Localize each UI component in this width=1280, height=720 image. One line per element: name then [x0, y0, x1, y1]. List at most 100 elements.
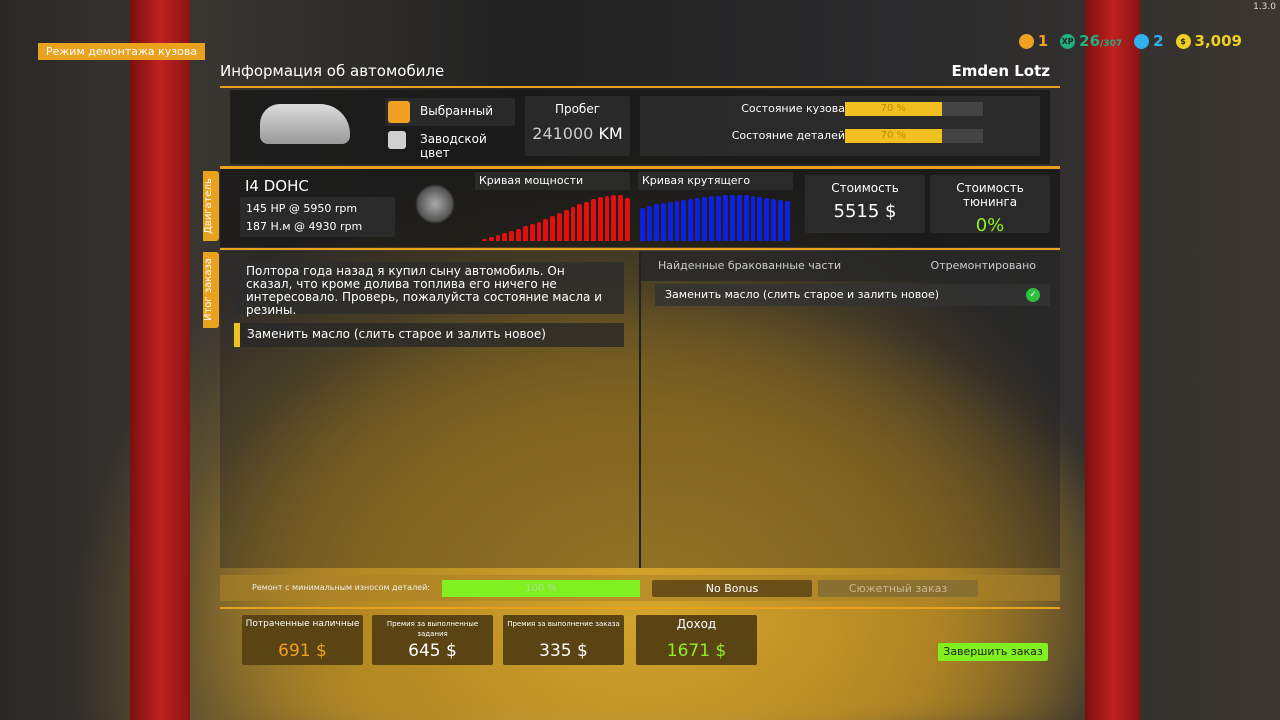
car-summary-row: Выбранный Заводской цвет Пробег 241000 K…: [230, 90, 1050, 164]
curve-bar: [667, 201, 673, 241]
curve-bar: [597, 197, 603, 241]
summary-label: Доход: [676, 617, 717, 631]
selected-color-label: Выбранный: [420, 104, 494, 118]
curve-bar: [536, 221, 542, 241]
car-thumbnail: [260, 104, 350, 144]
summary-label: Потраченные наличные: [245, 619, 360, 629]
cost-label: Стоимость: [831, 181, 899, 195]
calls-value: 2: [1153, 32, 1164, 50]
found-parts-header: Найденные бракованные части Отремонтиров…: [641, 251, 1060, 281]
curve-bar: [618, 195, 624, 241]
curve-bar: [625, 197, 630, 241]
curve-bar: [702, 196, 708, 241]
check-icon: ✓: [1026, 288, 1040, 302]
factory-color-row[interactable]: Заводской цвет: [385, 128, 515, 160]
summary-value: 691 $: [278, 641, 327, 661]
mileage-unit: KM: [598, 124, 623, 143]
power-curve-label: Кривая мощности: [475, 172, 630, 190]
summary-value: 645 $: [408, 641, 457, 661]
selected-color-swatch[interactable]: [388, 101, 410, 123]
curve-bar: [563, 210, 569, 241]
curve-bar: [495, 234, 501, 241]
page-title: Информация об автомобиле: [220, 62, 445, 80]
curve-bar: [750, 195, 756, 241]
condition-box: Состояние кузова 70 % Состояние деталей …: [640, 96, 1040, 156]
mileage-label: Пробег: [554, 102, 601, 116]
found-parts-pane: Найденные бракованные части Отремонтиров…: [641, 251, 1060, 568]
tuning-box: Стоимость тюнинга 0%: [930, 175, 1050, 236]
divider: [220, 86, 1060, 88]
repaired-title: Отремонтировано: [930, 259, 1036, 272]
task-item[interactable]: Заменить масло (слить старое и залить но…: [234, 323, 624, 347]
curve-bar: [681, 199, 687, 241]
body-condition-bar: 70 %: [845, 102, 983, 116]
tuning-value: 0%: [975, 215, 1005, 236]
order-description: Полтора года назад я купил сыну автомоби…: [234, 262, 624, 317]
hud-stats: 1 XP 26/307 2 $3,009: [1018, 32, 1242, 50]
owner-name: Emden Lotz: [951, 62, 1050, 80]
engine-row: Двигатель I4 DOHC 145 HP @ 5950 rpm 187 …: [203, 169, 1060, 247]
engine-name: I4 DOHC: [245, 177, 309, 195]
curve-bar: [640, 208, 645, 241]
level-value: 1: [1037, 32, 1049, 50]
xp-stat: XP 26/307: [1060, 32, 1122, 50]
curve-bar: [709, 196, 714, 241]
engine-power: 145 HP @ 5950 rpm: [246, 202, 358, 215]
curve-bar: [757, 196, 763, 241]
curve-bar: [482, 238, 487, 241]
cost-box: Стоимость 5515 $: [805, 175, 925, 233]
divider: [220, 166, 1060, 169]
summary-card-income: Доход 1671 $: [636, 615, 757, 665]
curve-bar: [674, 200, 680, 241]
found-part-row[interactable]: Заменить масло (слить старое и залить но…: [655, 284, 1050, 306]
bonus-row: Ремонт с минимальным износом деталей: 10…: [220, 575, 1060, 601]
curve-bar: [550, 216, 555, 241]
curve-bar: [516, 228, 521, 241]
tab-engine[interactable]: Двигатель: [203, 171, 219, 241]
parts-condition-fill: 70 %: [845, 129, 942, 143]
min-wear-bar: 100 %: [442, 580, 640, 597]
curve-bar: [591, 199, 596, 241]
divider: [220, 607, 1060, 609]
level-stat: 1: [1018, 32, 1049, 50]
order-left-pane: Полтора года назад я купил сыну автомоби…: [220, 251, 640, 568]
summary-value: 335 $: [539, 641, 588, 661]
found-part-name: Заменить масло (слить старое и залить но…: [665, 288, 940, 301]
xp-icon: XP: [1060, 34, 1076, 49]
summary-label: Премия за выполненные задания: [386, 620, 479, 638]
finish-order-button[interactable]: Завершить заказ: [938, 643, 1048, 661]
curve-bar: [577, 204, 583, 241]
curve-bar: [764, 197, 770, 241]
curve-bar: [729, 194, 735, 241]
summary-card-spent: Потраченные наличные 691 $: [242, 615, 363, 665]
curve-bar: [695, 197, 701, 241]
dollar-icon: $: [1175, 34, 1191, 49]
curve-bar: [543, 218, 549, 241]
level-icon: [1018, 34, 1034, 49]
min-wear-label: Ремонт с минимальным износом деталей:: [252, 583, 430, 592]
calls-stat: 2: [1134, 32, 1164, 50]
mileage-value: 241000: [532, 124, 594, 143]
curve-bar: [785, 201, 790, 241]
mode-badge[interactable]: Режим демонтажа кузова: [38, 43, 206, 60]
curve-bar: [722, 195, 728, 241]
curve-bar: [646, 206, 652, 241]
curve-bar: [771, 198, 777, 241]
curve-bar: [604, 195, 610, 241]
selected-color-row[interactable]: Выбранный: [385, 98, 515, 126]
parts-condition-label: Состояние деталей: [731, 129, 845, 142]
body-condition-label: Состояние кузова: [741, 102, 845, 115]
lift-pillar-right: [1085, 0, 1140, 720]
lift-pillar-left: [130, 0, 190, 720]
story-order-badge: Сюжетный заказ: [818, 580, 978, 597]
curve-bar: [584, 201, 589, 241]
engine-torque: 187 Н.м @ 4930 rpm: [246, 220, 363, 233]
body-condition-fill: 70 %: [845, 102, 942, 116]
tab-order-summary[interactable]: Итог заказа: [203, 252, 219, 328]
curve-bar: [653, 204, 659, 241]
found-parts-title: Найденные бракованные части: [658, 259, 842, 272]
curve-bar: [736, 194, 742, 241]
curve-bar: [556, 213, 562, 241]
factory-color-swatch[interactable]: [388, 131, 406, 149]
curve-bar: [611, 194, 617, 241]
